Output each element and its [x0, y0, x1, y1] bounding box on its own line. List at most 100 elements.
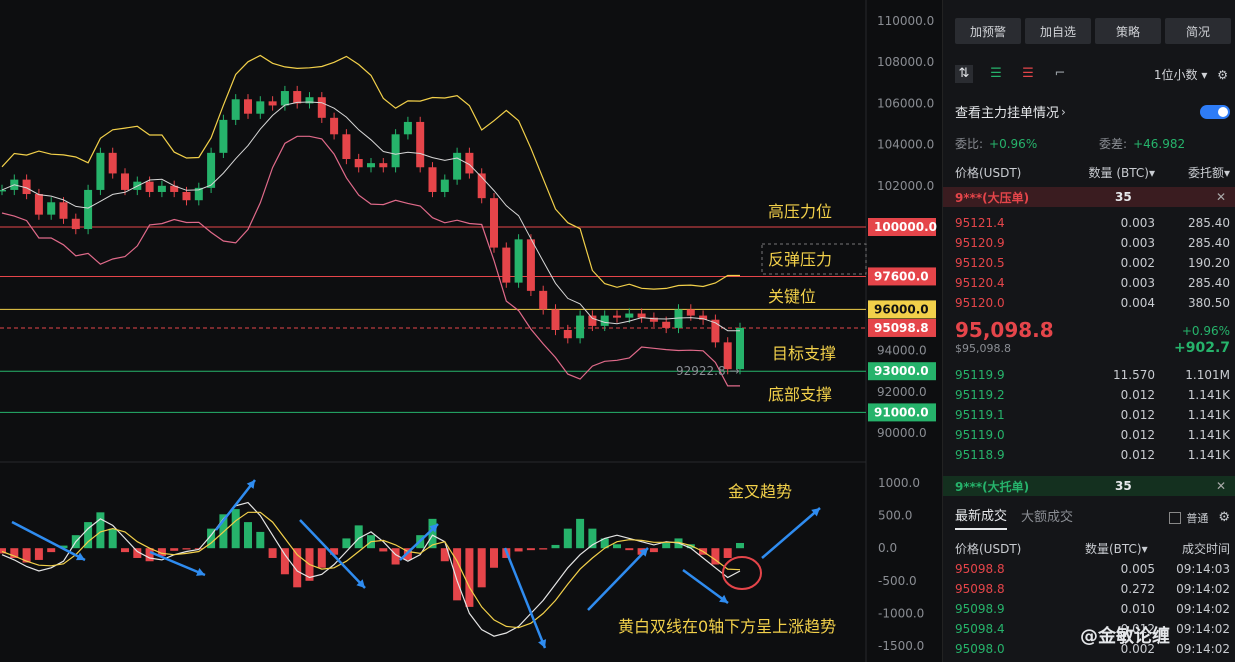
alert-button[interactable]: 加预警	[955, 18, 1021, 44]
big-bid-qty: 35	[1115, 479, 1132, 493]
order-price: 95119.2	[955, 388, 1005, 402]
trade-header: 价格(USDT) 数量(BTC)▾ 成交时间	[955, 540, 1230, 557]
trend-arrow-head	[639, 548, 648, 557]
tab-large-trades[interactable]: 大额成交	[1021, 510, 1074, 525]
trend-arrow	[587, 547, 649, 611]
candle	[170, 185, 179, 192]
trend-arrow-head	[76, 552, 85, 561]
tab-latest-trades[interactable]: 最新成交	[955, 505, 1008, 530]
order-row[interactable]: 95119.0 0.012 1.141K	[955, 428, 1230, 448]
depth-icon[interactable]: ⌐	[1054, 66, 1066, 81]
order-book-panel: 加预警 加自选 策略 简况 ⇅ ☰ ☰ ⌐ 1位小数 ▾ ⚙ 查看主力挂单情况 …	[942, 0, 1235, 662]
macd-bar	[207, 528, 216, 549]
candle	[649, 317, 658, 322]
macd-bar	[563, 528, 572, 549]
order-price: 95120.5	[955, 256, 1005, 270]
candle	[219, 119, 228, 153]
close-icon[interactable]: ✕	[1215, 190, 1226, 204]
summary-button[interactable]: 简况	[1165, 18, 1231, 44]
candle	[576, 315, 585, 339]
price-tick-label: 108000.0	[877, 55, 934, 69]
diff-label: 委差:	[1099, 137, 1128, 151]
macd-bar	[379, 548, 388, 552]
chart-svg: 110000.0 108000.0 106000.0 104000.0 102000.0…	[0, 0, 937, 662]
order-total: 1.141K	[1187, 388, 1230, 402]
strategy-button[interactable]: 策略	[1095, 18, 1161, 44]
macd-bar	[293, 548, 302, 588]
candle	[502, 247, 511, 283]
watchlist-button[interactable]: 加自选	[1025, 18, 1091, 44]
col-total[interactable]: 委托额▾	[1187, 166, 1230, 180]
bids-only-icon[interactable]: ☰	[990, 66, 1002, 81]
macd-bar	[342, 538, 351, 549]
asks-only-icon[interactable]: ☰	[1022, 66, 1034, 81]
order-row[interactable]: 95120.0 0.004 380.50	[955, 296, 1230, 316]
candle	[588, 315, 597, 326]
candle	[477, 173, 486, 199]
order-price: 95119.9	[955, 368, 1005, 382]
candle	[96, 152, 105, 190]
order-total: 1.101M	[1185, 368, 1230, 382]
order-row[interactable]: 95119.9 11.570 1.101M	[955, 368, 1230, 388]
order-row[interactable]: 95120.4 0.003 285.40	[955, 276, 1230, 296]
order-price: 95120.9	[955, 236, 1005, 250]
candle	[723, 342, 732, 370]
macd-bar	[588, 528, 597, 549]
macd-bar	[514, 548, 523, 552]
order-qty: 0.003	[1120, 276, 1155, 290]
macd-bar	[477, 548, 486, 588]
order-row[interactable]: 95120.9 0.003 285.40	[955, 236, 1230, 256]
candle	[625, 313, 634, 318]
last-price-sub: $95,098.8	[955, 342, 1011, 355]
both-sides-icon[interactable]: ⇅	[955, 65, 973, 83]
settings-icon[interactable]: ⚙	[1217, 67, 1228, 82]
candle	[305, 97, 314, 104]
last-price-block: 95,098.8 $95,098.8 +0.96% +902.7	[955, 318, 1230, 364]
macd-bar	[613, 544, 621, 549]
col-price: 价格(USDT)	[955, 166, 1022, 180]
candle	[514, 239, 523, 283]
order-row[interactable]: 95119.2 0.012 1.141K	[955, 388, 1230, 408]
trend-arrow-head	[356, 579, 365, 588]
order-total: 380.50	[1188, 296, 1230, 310]
order-qty: 0.003	[1120, 216, 1155, 230]
candle	[465, 152, 474, 174]
normal-checkbox[interactable]	[1169, 511, 1182, 524]
settings-icon[interactable]: ⚙	[1218, 510, 1230, 525]
order-qty: 11.570	[1113, 368, 1155, 382]
macd-tick-label: -1500.0	[878, 639, 924, 653]
chart-area[interactable]: 110000.0 108000.0 106000.0 104000.0 102000.0…	[0, 0, 940, 662]
candle	[379, 163, 388, 168]
view-orders-row[interactable]: 查看主力挂单情况 ›	[955, 102, 1230, 121]
view-orders-toggle[interactable]	[1200, 104, 1230, 119]
price-tick-label: 92000.0	[877, 385, 927, 399]
order-price: 95120.0	[955, 296, 1005, 310]
trend-arrow	[299, 519, 366, 589]
current-price-tag	[868, 318, 936, 337]
trade-col-qty[interactable]: 数量(BTC)▾	[1085, 542, 1148, 556]
candle	[71, 218, 80, 230]
order-row[interactable]: 95119.1 0.012 1.141K	[955, 408, 1230, 428]
order-row[interactable]: 95118.9 0.012 1.141K	[955, 448, 1230, 468]
trade-row: 95098.8 0.005 09:14:03	[955, 562, 1230, 582]
decimal-select[interactable]: 1位小数 ▾ ⚙	[1154, 66, 1228, 83]
price-tick-label: 90000.0	[877, 426, 927, 440]
close-icon[interactable]: ✕	[1215, 479, 1226, 493]
candle	[662, 321, 671, 328]
trade-col-qty-label: 数量(BTC)	[1085, 542, 1142, 556]
candle	[539, 290, 548, 310]
bollinger-middle	[1, 101, 740, 332]
trend-arrow	[761, 507, 821, 559]
order-row[interactable]: 95120.5 0.002 190.20	[955, 256, 1230, 276]
candle	[551, 309, 560, 330]
trend-arrow	[503, 547, 547, 649]
chevron-down-icon: ▾	[1201, 67, 1208, 82]
candle	[674, 309, 683, 328]
order-row[interactable]: 95121.4 0.003 285.40	[955, 216, 1230, 236]
macd-bar	[108, 528, 117, 549]
macd-bar	[723, 548, 732, 558]
candle	[34, 194, 43, 215]
level-tag-text: 91000.0	[874, 405, 929, 419]
col-qty[interactable]: 数量 (BTC)▾	[1088, 166, 1155, 180]
macd-tick-label: -1000.0	[878, 606, 924, 620]
